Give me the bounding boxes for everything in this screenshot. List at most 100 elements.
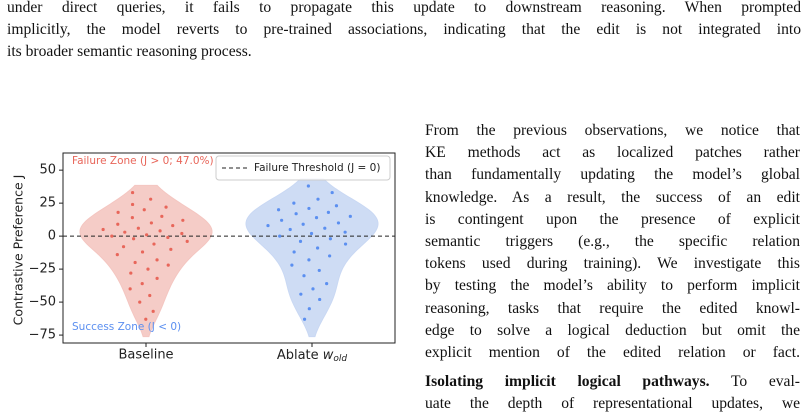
- x-tick-label: Baseline: [118, 348, 173, 363]
- data-point: [309, 231, 314, 236]
- y-tick-label: −25: [29, 262, 56, 277]
- data-point: [101, 227, 105, 232]
- data-point: [290, 263, 294, 267]
- data-point: [144, 317, 148, 321]
- data-point: [328, 254, 332, 258]
- data-point: [138, 300, 142, 304]
- section-heading: Isolating implicit logical pathways.: [425, 373, 710, 390]
- data-point: [121, 245, 126, 249]
- data-point: [336, 221, 341, 225]
- data-point: [343, 242, 348, 246]
- data-point: [128, 287, 132, 291]
- data-point: [315, 246, 320, 250]
- data-point: [180, 231, 184, 236]
- data-point: [288, 227, 292, 232]
- data-point: [325, 282, 329, 286]
- data-point: [185, 239, 189, 244]
- data-point: [292, 201, 296, 205]
- data-point: [123, 230, 127, 234]
- legend-label: Failure Threshold (J = 0): [254, 162, 380, 174]
- data-point: [155, 258, 159, 262]
- data-point: [307, 206, 311, 211]
- paragraph-line: Isolating implicit logical pathways. To …: [425, 371, 800, 393]
- data-point: [110, 234, 114, 238]
- data-point: [323, 226, 327, 230]
- x-tick-label: Ablate wold: [277, 348, 348, 364]
- y-tick-label: −75: [29, 328, 56, 343]
- paragraph-line: From the previous observations, we notic…: [425, 122, 800, 139]
- data-point: [142, 208, 146, 212]
- data-point: [171, 223, 175, 228]
- data-point: [276, 208, 281, 212]
- data-point: [158, 229, 162, 233]
- y-tick-label: −50: [29, 295, 56, 310]
- data-point: [326, 210, 331, 214]
- data-point: [149, 197, 153, 201]
- data-point: [302, 274, 306, 278]
- data-point: [116, 210, 120, 214]
- data-point: [130, 190, 135, 195]
- data-point: [334, 204, 339, 208]
- data-point: [299, 292, 303, 296]
- failure-zone-label: Failure Zone (J > 0; 47.0%): [72, 155, 214, 167]
- paragraph-line: edge to solve a logical deduction but om…: [425, 321, 800, 339]
- violin: [79, 184, 213, 338]
- data-point: [115, 252, 119, 257]
- y-tick-label: 0: [48, 229, 56, 244]
- data-point: [130, 216, 134, 220]
- data-point: [169, 247, 173, 251]
- data-point: [316, 197, 320, 201]
- data-point: [292, 250, 296, 254]
- data-point: [302, 317, 307, 321]
- data-point: [278, 234, 282, 238]
- data-point: [129, 271, 133, 275]
- data-point: [181, 218, 185, 222]
- paragraph-line: semantic triggers (e.g., the specific re…: [425, 233, 800, 250]
- data-point: [136, 226, 140, 230]
- data-point: [160, 214, 164, 218]
- paragraph-text: To eval-: [730, 373, 800, 390]
- legend-box: [215, 155, 391, 181]
- data-point: [348, 214, 352, 218]
- data-point: [330, 190, 334, 195]
- paragraph-line: tokens used during training). We investi…: [425, 255, 800, 273]
- data-point: [306, 184, 310, 188]
- plot-frame: [62, 152, 396, 344]
- data-point: [148, 293, 152, 298]
- violin: [245, 178, 379, 338]
- paragraph-line: explicit mention of the edited relation …: [425, 344, 800, 361]
- chart: 50 25 0 −25 −50 −75 Baseline Ablate wold Contras…: [11, 152, 396, 364]
- data-point: [151, 309, 155, 313]
- data-point: [164, 205, 168, 209]
- data-point: [133, 260, 137, 265]
- data-point: [149, 221, 154, 225]
- data-point: [328, 237, 333, 241]
- data-point: [140, 282, 144, 286]
- data-point: [311, 287, 315, 291]
- paragraph-line: is contingent upon the presence of expli…: [425, 210, 800, 228]
- success-zone-label: Success Zone (J < 0): [72, 321, 181, 333]
- y-tick-label: 50: [39, 163, 56, 178]
- y-axis-label: Contrastive Preference J: [11, 175, 26, 326]
- paragraph-line: under direct queries, it fails to propag…: [7, 0, 801, 16]
- paragraph-line: knowledge. As a result, the success of a…: [425, 188, 800, 206]
- data-point: [298, 239, 303, 244]
- data-point: [155, 276, 159, 280]
- data-point: [307, 258, 311, 262]
- paragraph-line: uate the depth of representational updat…: [425, 395, 800, 412]
- paragraph-line: than fundamentally updating the model’s …: [425, 166, 800, 184]
- data-point: [294, 212, 298, 216]
- paragraph-line: KE methods act as localized patches rath…: [425, 144, 800, 162]
- legend: Failure Threshold (J = 0): [215, 155, 391, 181]
- paragraph-line: its broader semantic reasoning process.: [7, 43, 252, 60]
- data-point: [314, 216, 319, 220]
- data-point: [343, 230, 347, 234]
- data-point: [166, 263, 170, 267]
- data-point: [152, 242, 156, 246]
- data-point: [130, 202, 135, 207]
- data-point: [301, 222, 305, 226]
- paragraph-line: by testing the model’s ability to perfor…: [425, 277, 800, 295]
- data-point: [132, 237, 136, 241]
- data-point: [140, 250, 145, 254]
